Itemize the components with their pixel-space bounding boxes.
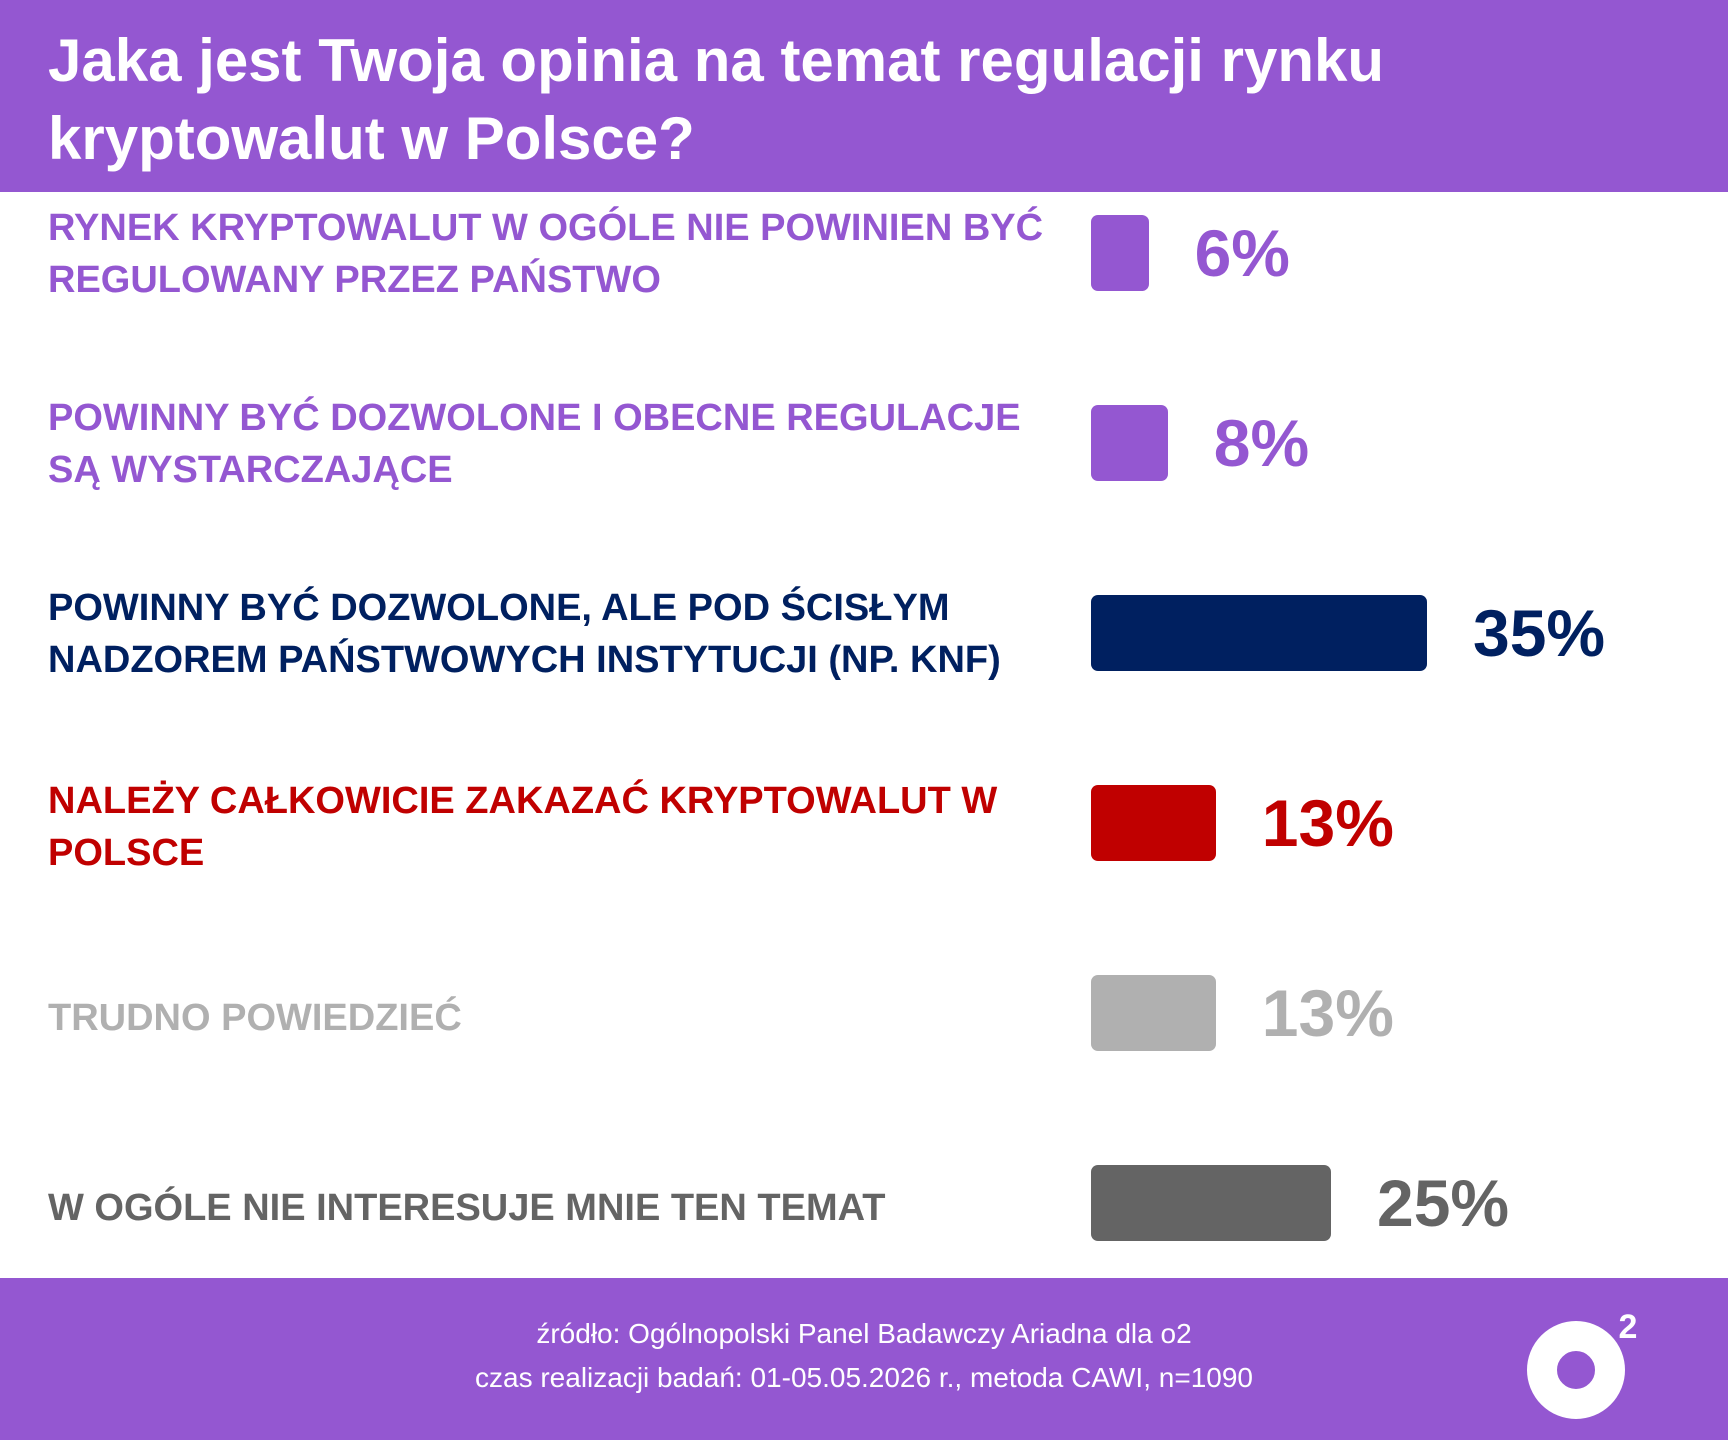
footer-banner: źródło: Ogólnopolski Panel Badawczy Aria… (0, 1278, 1728, 1440)
category-label: Należy całkowicie zakazać kryptowalut w … (48, 780, 998, 874)
category-label: Trudno powiedzieć (48, 997, 462, 1039)
bar (1091, 785, 1216, 861)
bar (1091, 595, 1427, 671)
value-label: 35% (1473, 596, 1606, 670)
chart-title: Jaka jest Twoja opinia na temat regulacj… (48, 27, 1384, 172)
value-label: 13% (1261, 976, 1394, 1050)
category-label: Powinny być dozwolone, ale pod ścisłym n… (48, 587, 1001, 681)
value-label: 25% (1377, 1166, 1510, 1240)
bar (1091, 1165, 1331, 1241)
o2-logo-icon: 2 (1527, 1308, 1638, 1419)
header-banner: Jaka jest Twoja opinia na temat regulacj… (0, 0, 1728, 192)
bar (1091, 975, 1216, 1051)
category-label: W ogóle nie interesuje mnie ten temat (48, 1187, 886, 1229)
category-label: Powinny być dozwolone i obecne regulacje… (48, 397, 1021, 491)
source-text: źródło: Ogólnopolski Panel Badawczy Aria… (536, 1318, 1192, 1349)
bar (1091, 215, 1149, 291)
category-label: Rynek kryptowalut w ogóle nie powinien b… (48, 207, 1044, 301)
method-text: czas realizacji badań: 01-05.05.2026 r.,… (475, 1362, 1253, 1393)
bar (1091, 405, 1168, 481)
value-label: 8% (1213, 406, 1310, 480)
value-label: 13% (1261, 786, 1394, 860)
bar-chart: Rynek kryptowalut w ogóle nie powinien b… (0, 192, 1728, 1278)
value-label: 6% (1194, 216, 1290, 290)
logo-superscript: 2 (1619, 1308, 1638, 1346)
